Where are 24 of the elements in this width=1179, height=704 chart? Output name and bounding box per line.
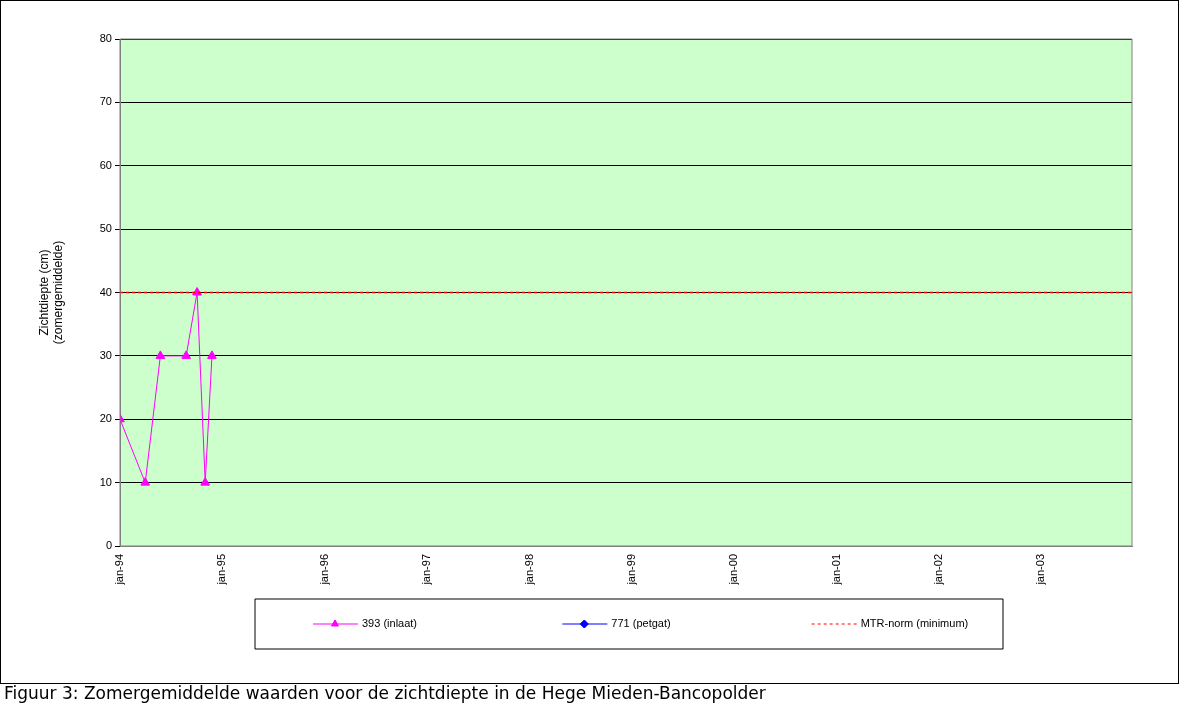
- y-tick-label: 60: [99, 158, 112, 171]
- x-tick-label: jan-94: [113, 554, 126, 586]
- y-axis-title: Zichtdiepte (cm) (zomergemiddelde): [36, 240, 65, 345]
- y-tick-label: 50: [99, 222, 112, 235]
- x-tick-label: jan-99: [624, 554, 637, 586]
- x-tick-label: jan-03: [1034, 554, 1047, 586]
- y-tick-label: 20: [99, 412, 112, 425]
- y-tick-label: 70: [99, 95, 112, 108]
- y-tick-label: 40: [99, 285, 112, 298]
- y-tick-label: 30: [99, 348, 112, 361]
- x-tick-label: jan-96: [317, 554, 330, 586]
- legend-label: 393 (inlaat): [362, 617, 418, 630]
- x-tick-label: jan-98: [522, 554, 535, 586]
- x-tick-label: jan-95: [215, 554, 228, 586]
- text: Figuur 3: Zomergemiddelde waarden voor de zichtdiepte in de Hege Mieden-Bancopolder: [4, 683, 766, 703]
- y-tick-label: 10: [99, 475, 112, 488]
- x-tick-label: jan-97: [420, 554, 433, 586]
- x-tick-label: jan-00: [727, 554, 740, 586]
- legend-label: MTR-norm (minimum): [860, 617, 969, 630]
- legend-label: 771 (petgat): [611, 617, 671, 630]
- x-tick-label: jan-01: [829, 554, 842, 586]
- x-tick-label: jan-02: [932, 554, 945, 586]
- y-tick-label: 80: [99, 32, 112, 45]
- y-tick-label: 0: [105, 539, 112, 552]
